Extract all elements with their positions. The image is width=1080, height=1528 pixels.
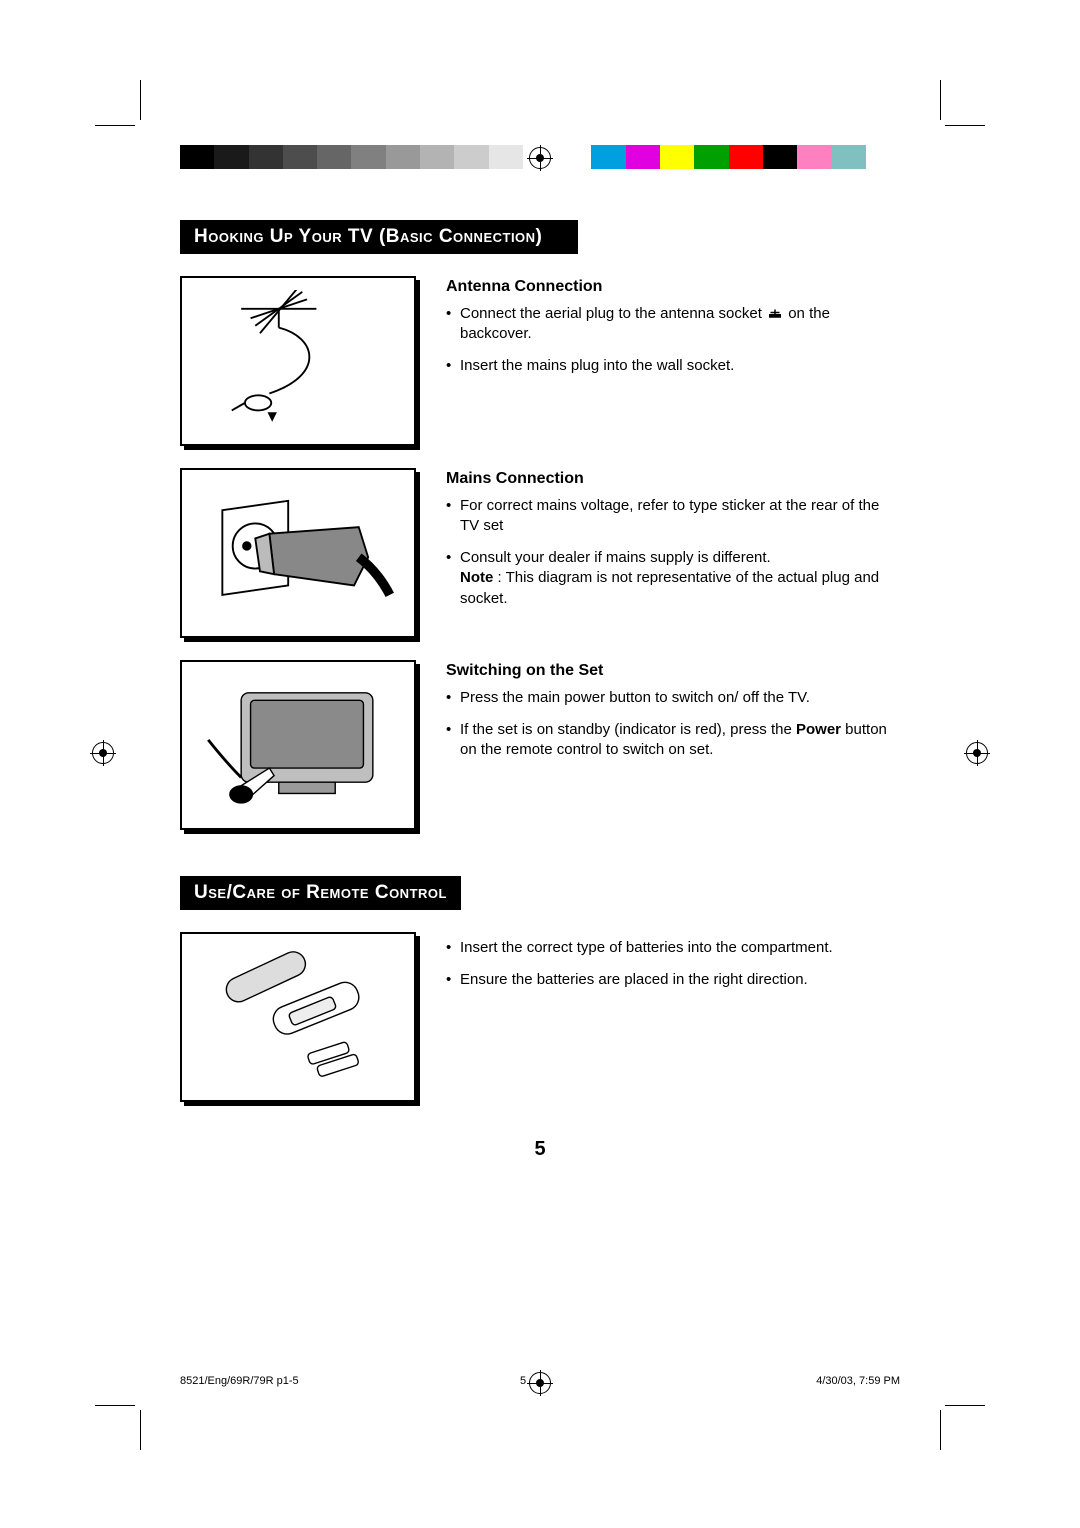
color-swatch [866, 145, 900, 169]
illustration-remote [180, 932, 420, 1102]
crop-mark [140, 1410, 141, 1450]
color-swatch [729, 145, 763, 169]
text-fragment: If the set is on standby (indicator is r… [460, 721, 796, 738]
illustration-switching [180, 660, 420, 830]
bullet-text: If the set is on standby (indicator is r… [446, 720, 900, 761]
section-mains: Mains Connection For correct mains volta… [180, 468, 900, 638]
text-fragment: Consult your dealer if mains supply is d… [460, 549, 771, 566]
crop-mark [940, 80, 941, 120]
registration-mark-icon [964, 740, 990, 766]
crop-mark [945, 125, 985, 126]
color-swatch [660, 145, 694, 169]
subheading-switching: Switching on the Set [446, 660, 900, 682]
color-swatch [351, 145, 385, 169]
page-number: 5 [180, 1138, 900, 1161]
color-swatch [386, 145, 420, 169]
remote-batteries-diagram-icon [199, 946, 396, 1087]
color-swatch [489, 145, 523, 169]
color-swatch [797, 145, 831, 169]
footer-doc-id: 8521/Eng/69R/79R p1-5 [180, 1375, 299, 1387]
color-swatch [557, 145, 591, 169]
crop-mark [95, 1405, 135, 1406]
bullet-text: For correct mains voltage, refer to type… [446, 496, 900, 537]
section-heading-hooking-up: Hooking Up Your TV (Basic Connection) [180, 220, 578, 254]
note-label: Note [460, 569, 493, 586]
bullet-text: Consult your dealer if mains supply is d… [446, 548, 900, 609]
color-swatch [283, 145, 317, 169]
crop-mark [140, 80, 141, 120]
color-swatch [831, 145, 865, 169]
color-swatch [214, 145, 248, 169]
section-remote: Insert the correct type of batteries int… [180, 932, 900, 1102]
registration-mark-icon [90, 740, 116, 766]
mains-plug-diagram-icon [199, 482, 396, 623]
color-swatch [694, 145, 728, 169]
color-swatch [317, 145, 351, 169]
crop-mark [940, 1410, 941, 1450]
footer-timestamp: 4/30/03, 7:59 PM [816, 1375, 900, 1387]
registration-mark-icon [527, 145, 553, 171]
crop-mark [95, 125, 135, 126]
bullet-text: Ensure the batteries are placed in the r… [446, 970, 900, 990]
bullet-text: Insert the mains plug into the wall sock… [446, 356, 900, 376]
color-swatch [249, 145, 283, 169]
text-fragment: : This diagram is not representative of … [460, 569, 879, 606]
illustration-antenna [180, 276, 420, 446]
section-antenna: Antenna Connection Connect the aerial pl… [180, 276, 900, 446]
color-swatch [454, 145, 488, 169]
antenna-diagram-icon [199, 290, 396, 431]
section-switching: Switching on the Set Press the main powe… [180, 660, 900, 830]
color-swatch [420, 145, 454, 169]
text-fragment: Connect the aerial plug to the antenna s… [460, 305, 766, 322]
bullet-text: Connect the aerial plug to the antenna s… [446, 304, 900, 345]
bullet-text: Insert the correct type of batteries int… [446, 938, 900, 958]
tv-power-diagram-icon [199, 674, 396, 815]
subheading-mains: Mains Connection [446, 468, 900, 490]
color-swatch [180, 145, 214, 169]
subheading-antenna: Antenna Connection [446, 276, 900, 298]
section-heading-remote: Use/Care of Remote Control [180, 876, 461, 910]
color-swatch [591, 145, 625, 169]
power-label: Power [796, 721, 841, 738]
bullet-text: Press the main power button to switch on… [446, 688, 900, 708]
color-swatch [763, 145, 797, 169]
footer: 8521/Eng/69R/79R p1-5 5 4/30/03, 7:59 PM [180, 1375, 900, 1387]
footer-page: 5 [520, 1375, 526, 1387]
color-swatch [626, 145, 660, 169]
antenna-socket-icon [766, 309, 784, 319]
crop-mark [945, 1405, 985, 1406]
illustration-mains [180, 468, 420, 638]
page-content: Hooking Up Your TV (Basic Connection) [180, 220, 900, 1161]
